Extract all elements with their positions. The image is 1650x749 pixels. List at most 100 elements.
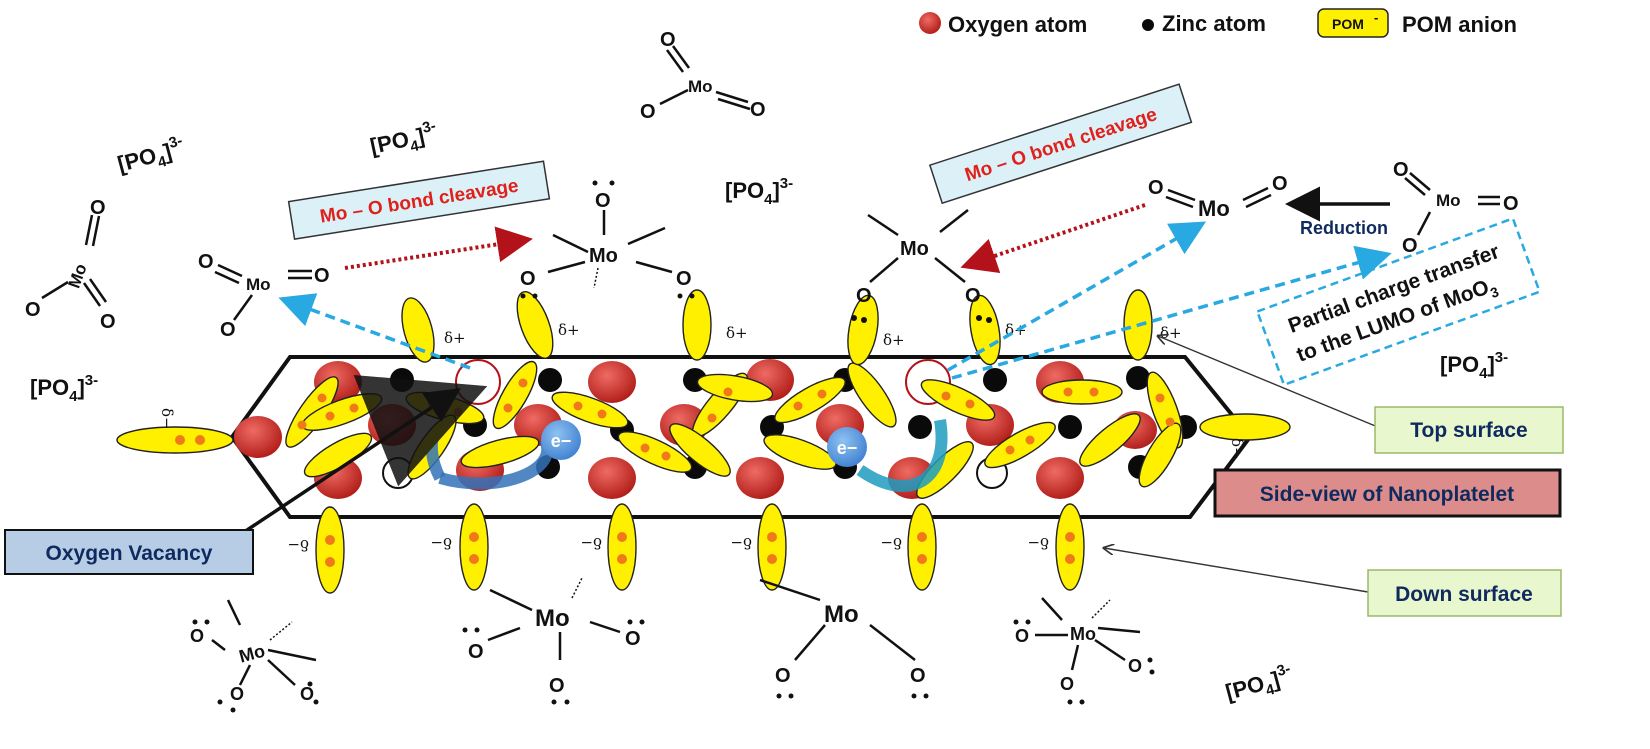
- moo3-molecule-cleaved-left: O Mo O O: [198, 251, 330, 341]
- po4-label: [PO4]3-: [30, 372, 98, 405]
- oxygen-symbol: O: [198, 251, 214, 273]
- nanoplatelet-label: Side-view of Nanoplatelet: [1260, 483, 1514, 506]
- down-surface-pointer: [1104, 548, 1369, 593]
- oxygen-atom: [588, 361, 636, 403]
- electron-icon: [827, 427, 867, 467]
- oxygen-symbol: O: [520, 268, 536, 290]
- down-surface-box: Down surface: [1367, 569, 1562, 617]
- delta-plus-label: δ+: [726, 324, 748, 342]
- po4-label: [PO4]3-: [114, 132, 188, 182]
- legend-oxygen-label: Oxygen atom: [948, 12, 1087, 37]
- oxygen-atom: [736, 457, 784, 499]
- zinc-atom: [908, 415, 932, 439]
- oxygen-symbol: O: [676, 268, 692, 290]
- oxygen-symbol: O: [910, 665, 926, 687]
- po4-label: [PO4]3-: [1440, 349, 1508, 382]
- charge-transfer-arrow-right: [947, 221, 1207, 372]
- oxygen-symbol: O: [1393, 159, 1409, 181]
- oxygen-symbol: O: [1060, 674, 1074, 694]
- moo3-molecule-top: O Mo O O: [640, 29, 766, 123]
- oxygen-atom: [234, 416, 282, 458]
- delta-minus-label: δ−: [430, 534, 452, 552]
- bottom-pom-dots: [325, 532, 1075, 567]
- legend-oxygen-swatch: [919, 12, 941, 34]
- moo3-molecule-left: O Mo O O: [25, 197, 116, 333]
- nanoplatelet-box: Side-view of Nanoplatelet: [1213, 468, 1562, 518]
- oxygen-symbol: O: [1503, 193, 1519, 215]
- delta-minus-label: δ−: [580, 534, 602, 552]
- po4-label: [PO4]3-: [725, 175, 793, 208]
- charge-transfer-arrow-left: [278, 293, 471, 370]
- oxygen-symbol: O: [775, 665, 791, 687]
- mo-complex-top-left: O Mo O O: [520, 180, 695, 299]
- reduction-label: Reduction: [1300, 218, 1388, 238]
- mo-symbol: Mo: [1070, 624, 1096, 644]
- legend-pom-superscript: -: [1374, 10, 1378, 25]
- electron-label: e−: [837, 438, 858, 458]
- mo-symbol: Mo: [535, 605, 570, 632]
- oxygen-symbol: O: [1272, 173, 1288, 195]
- delta-labels: δ+ δ+ δ+ δ+ δ+ δ+ δ− δ− δ− δ− δ− δ− δ− δ…: [158, 321, 1246, 554]
- delta-minus-label: δ−: [880, 534, 902, 552]
- charge-transfer-arrow-far: [951, 245, 1392, 380]
- oxygen-symbol: O: [856, 285, 872, 307]
- mo-symbol: Mo: [589, 245, 618, 267]
- delta-minus-label: δ−: [158, 408, 176, 430]
- legend: Oxygen atom Zinc atom POM - POM anion: [919, 8, 1517, 38]
- oxygen-vacancy-box: Oxygen Vacancy: [4, 529, 254, 575]
- oxygen-symbol: O: [1015, 626, 1029, 646]
- bottom-pom-anions: [315, 503, 1085, 594]
- mo-symbol: Mo: [246, 275, 271, 294]
- mo-complex-bottom-center: Mo O O: [759, 578, 929, 699]
- bond-cleavage-arrow-right: [960, 203, 1146, 274]
- electron-icon: [541, 420, 581, 460]
- oxygen-symbol: O: [965, 285, 981, 307]
- delta-minus-label: δ−: [730, 534, 752, 552]
- mo-symbol: Mo: [237, 641, 267, 667]
- oxygen-symbol: O: [90, 197, 106, 219]
- delta-plus-label: δ+: [883, 331, 905, 349]
- oxygen-symbol: O: [25, 299, 41, 321]
- oxygen-symbol: O: [1148, 177, 1164, 199]
- oxygen-symbol: O: [314, 265, 330, 287]
- legend-zinc-swatch: [1142, 19, 1154, 31]
- mo-complex-bottom-right: Mo O O O: [1013, 597, 1155, 705]
- oxygen-symbol: O: [230, 684, 244, 704]
- moo3-molecule-right-center: O Mo O: [1148, 173, 1288, 221]
- bond-cleavage-arrow-left: [344, 226, 533, 270]
- oxygen-symbol: O: [100, 311, 116, 333]
- mo-symbol: Mo: [1198, 196, 1230, 221]
- mo-symbol: Mo: [1436, 191, 1461, 210]
- oxygen-symbol: O: [750, 99, 766, 121]
- oxygen-atom: [588, 457, 636, 499]
- legend-pom-symbol: POM: [1332, 16, 1364, 32]
- zinc-atom: [983, 368, 1007, 392]
- electron-transfer-arrow: [856, 419, 948, 492]
- oxygen-symbol: O: [640, 101, 656, 123]
- oxygen-symbol: O: [660, 29, 676, 51]
- zinc-atom: [1058, 415, 1082, 439]
- mo-symbol: Mo: [824, 601, 859, 628]
- oxygen-symbol: O: [220, 319, 236, 341]
- top-surface-box: Top surface: [1374, 406, 1564, 454]
- delta-minus-label: δ−: [1228, 438, 1246, 460]
- electron-label: e−: [551, 431, 572, 451]
- oxygen-symbol: O: [1402, 235, 1418, 257]
- delta-minus-label: δ−: [1027, 534, 1049, 552]
- po4-label: [PO4]3-: [367, 117, 441, 163]
- mo-o-cleavage-box-left: Mo – O bond cleavage: [287, 160, 551, 240]
- delta-plus-label: δ+: [1160, 324, 1182, 342]
- oxygen-symbol: O: [300, 684, 314, 704]
- mo-symbol: Mo: [688, 77, 713, 96]
- platelet-pom-anions: [285, 360, 1184, 499]
- legend-pom-label: POM anion: [1402, 12, 1517, 37]
- oxygen-vacancy-pointer: [219, 388, 461, 550]
- zinc-atom: [538, 368, 562, 392]
- top-surface-label: Top surface: [1410, 419, 1527, 442]
- oxygen-atom: [368, 404, 416, 446]
- oxygen-atom: [1036, 457, 1084, 499]
- oxygen-symbol: O: [595, 190, 611, 212]
- mo-complex-top-right: Mo O O: [856, 209, 981, 307]
- side-pom-dots: [175, 435, 205, 445]
